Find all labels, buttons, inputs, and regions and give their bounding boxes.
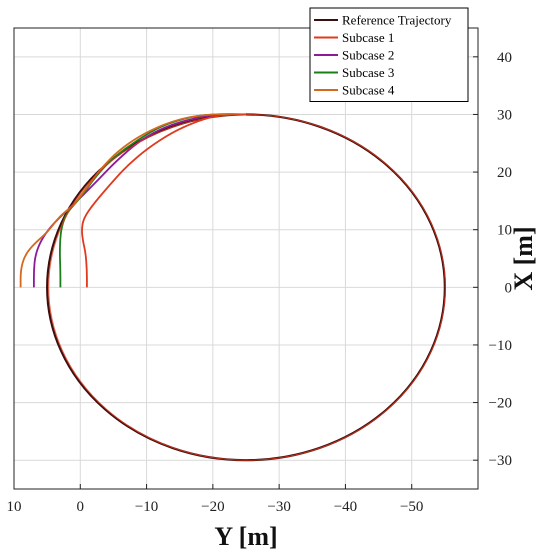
- legend-label: Subcase 3: [342, 65, 394, 80]
- x-tick-label: −10: [135, 499, 158, 515]
- y-axis-title: X [m]: [509, 226, 538, 290]
- legend-label: Reference Trajectory: [342, 13, 452, 28]
- x-tick-label: 10: [7, 499, 22, 515]
- reference-overlay: [48, 113, 446, 461]
- series-layer: [19, 113, 247, 288]
- y-tick-label: 40: [497, 50, 512, 66]
- legend-label: Subcase 4: [342, 83, 395, 98]
- x-tick-label: −50: [400, 499, 423, 515]
- y-tick-label: 30: [497, 107, 512, 123]
- legend-label: Subcase 2: [342, 48, 394, 63]
- y-tick-label: −20: [489, 396, 512, 412]
- ticks: 10 0 −10 −20 −30 −40 −50 −30 −20 −10 0 10 20 30 40: [7, 50, 513, 515]
- x-tick-label: −30: [267, 499, 290, 515]
- legend-label: Subcase 1: [342, 30, 394, 45]
- x-axis-title: Y [m]: [214, 522, 277, 551]
- series-line-subcase-1: [81, 113, 247, 288]
- series-line-subcase-2: [32, 113, 246, 288]
- y-tick-label: −10: [489, 338, 512, 354]
- y-tick-label: 0: [505, 280, 513, 296]
- subcase-tracking-overlay: [48, 113, 446, 461]
- x-tick-label: 0: [77, 499, 85, 515]
- y-tick-label: 10: [497, 223, 512, 239]
- y-tick-label: −30: [489, 453, 512, 469]
- x-tick-label: −40: [334, 499, 357, 515]
- legend: Reference Trajectory Subcase 1 Subcase 2 Su…: [309, 7, 469, 102]
- plot-frame: [13, 27, 479, 490]
- series-line-subcase-4: [19, 113, 247, 288]
- x-tick-label: −20: [201, 499, 224, 515]
- series-line-subcase-3: [59, 113, 247, 288]
- y-tick-label: 20: [497, 165, 512, 181]
